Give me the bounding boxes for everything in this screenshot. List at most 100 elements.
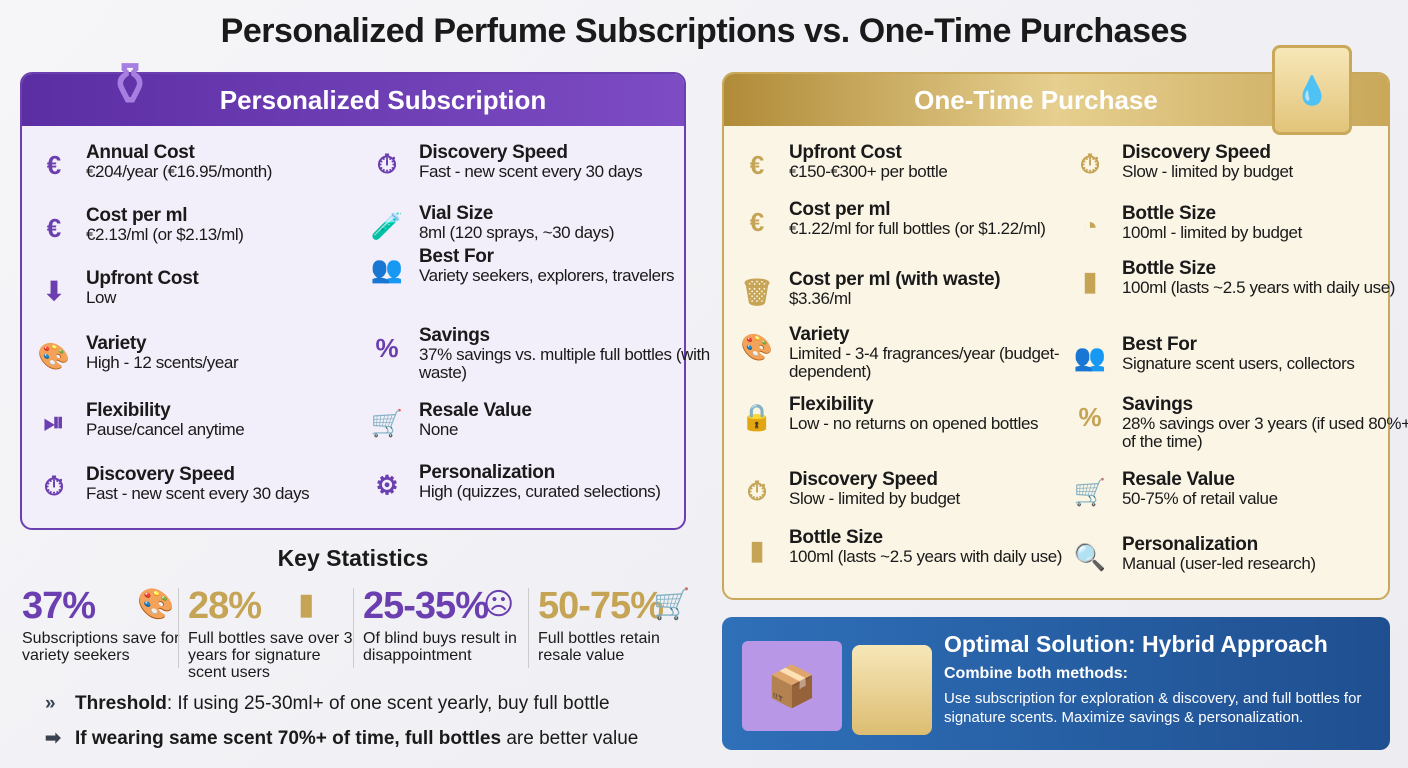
item-title: Best For bbox=[1122, 334, 1197, 355]
item-title: Personalization bbox=[1122, 534, 1258, 555]
item-title: Savings bbox=[419, 325, 490, 346]
item-desc: 100ml - limited by budget bbox=[1122, 223, 1302, 242]
comparison-item: € Annual Cost €204/year (€16.95/month) bbox=[47, 143, 386, 181]
stopwatch-calendar-icon: ⏱ bbox=[376, 149, 398, 179]
item-desc: €204/year (€16.95/month) bbox=[86, 162, 273, 181]
perfume-bottle-icon: 💧 bbox=[1272, 45, 1352, 135]
stat-label: Full bottles retain resale value bbox=[538, 630, 660, 664]
comparison-item: ⬇ Upfront Cost Low bbox=[43, 268, 386, 307]
item-desc: Limited - 3-4 fragrances/year (budget-de… bbox=[789, 344, 1060, 381]
cart-dollar-icon: 🛒 bbox=[653, 588, 691, 621]
item-desc: Pause/cancel anytime bbox=[86, 420, 245, 439]
item-desc: €150-€300+ per bottle bbox=[789, 162, 948, 181]
item-desc: 100ml (lasts ~2.5 years with daily use) bbox=[789, 547, 1063, 566]
stat-item: 28% ▮ Full bottles save over 3 years for s… bbox=[188, 585, 353, 681]
threshold-label: Threshold bbox=[75, 693, 167, 714]
stat-item: 50-75% 🛒 Full bottles retain resale value bbox=[538, 585, 691, 664]
bottle-icon: ▮ bbox=[298, 588, 315, 621]
perfume-atomizer-icon: ⚱ bbox=[104, 51, 156, 118]
stat-label: Full bottles save over 3 years for signa… bbox=[188, 630, 353, 681]
hybrid-text: Use subscription for exploration & disco… bbox=[944, 690, 1362, 726]
stat-label: Of blind buys result in disappointment bbox=[363, 630, 517, 664]
key-statistics-heading: Key Statistics bbox=[277, 545, 429, 571]
item-desc: Fast - new scent every 30 days bbox=[86, 484, 310, 503]
item-title: Discovery Speed bbox=[789, 469, 938, 490]
comparison-item: 🗑 Cost per ml (with waste) $3.36/ml bbox=[740, 270, 1089, 308]
percent-badge-icon: % bbox=[375, 332, 399, 363]
item-title: Discovery Speed bbox=[1122, 142, 1271, 163]
comparison-item: 🧪 Vial Size 8ml (120 sprays, ~30 days) bbox=[371, 203, 719, 242]
item-title: Bottle Size bbox=[1122, 203, 1216, 224]
wearing-label: If wearing same scent 70%+ of time, full… bbox=[75, 728, 502, 749]
comparison-item: 🔒 Flexibility Low - no returns on opened b… bbox=[741, 395, 1089, 433]
item-title: Vial Size bbox=[419, 203, 494, 224]
item-title: Variety bbox=[86, 333, 147, 354]
comparison-item: 🎨 Variety Limited - 3-4 fragrances/year (b… bbox=[741, 324, 1089, 381]
item-desc: Low - no returns on opened bottles bbox=[789, 414, 1039, 433]
hybrid-title: Optimal Solution: Hybrid Approach bbox=[944, 631, 1328, 657]
gift-box-icon: 📦 bbox=[742, 641, 842, 731]
comparison-item: € Cost per ml €2.13/ml (or $2.13/ml) bbox=[47, 205, 386, 244]
item-desc: High - 12 scents/year bbox=[86, 353, 239, 372]
item-desc: 50-75% of retail value bbox=[1122, 489, 1278, 508]
item-title: Flexibility bbox=[86, 400, 171, 421]
comparison-item: € Cost per ml €1.22/ml for full bottles (o… bbox=[750, 199, 1089, 238]
drop-euro-icon: € bbox=[749, 206, 765, 237]
comparison-item: ▮ Bottle Size 100ml (lasts ~2.5 years with… bbox=[750, 527, 1089, 566]
comparison-item: ⏱ Discovery Speed Fast - new scent every 3… bbox=[44, 464, 386, 503]
comparison-item: 🛒 Resale Value 50-75% of retail value bbox=[1074, 470, 1408, 508]
threshold-text: : If using 25-30ml+ of one scent yearly,… bbox=[166, 693, 610, 714]
user-search-icon: 🔍 bbox=[1073, 541, 1107, 572]
item-desc: €1.22/ml for full bottles (or $1.22/ml) bbox=[789, 219, 1046, 238]
down-arrow-euro-icon: ⬇ bbox=[43, 275, 65, 306]
palette-icon: 🎨 bbox=[37, 340, 71, 371]
item-desc: Fast - new scent every 30 days bbox=[419, 162, 643, 181]
perfume-bottle-icon bbox=[852, 645, 932, 735]
item-title: Best For bbox=[419, 246, 494, 267]
comparison-item: ◔ Bottle Size 100ml - limited by budget bbox=[1082, 203, 1408, 242]
palette-icon: 🎨 bbox=[137, 588, 175, 621]
drop-euro-icon: € bbox=[46, 212, 62, 243]
comparison-item: 👥 Best For Signature scent users, collecto… bbox=[1074, 334, 1408, 373]
bottle-icon: ▮ bbox=[749, 534, 765, 565]
comparison-item: ⏯ Flexibility Pause/cancel anytime bbox=[44, 400, 386, 439]
comparison-item: 🛒 Resale Value None bbox=[371, 401, 719, 439]
bottle-icon: ▮ bbox=[1082, 265, 1098, 296]
comparison-item: ▮ Bottle Size 100ml (lasts ~2.5 years with… bbox=[1083, 259, 1408, 297]
comparison-item: ⏱ Discovery Speed Slow - limited by budget bbox=[1080, 142, 1408, 181]
stat-value: 37% bbox=[22, 585, 96, 627]
wearing-note: ➡ If wearing same scent 70%+ of time, ful… bbox=[45, 727, 638, 750]
comparison-item: % Savings 37% savings vs. multiple full bo… bbox=[375, 325, 719, 382]
item-desc: €2.13/ml (or $2.13/ml) bbox=[86, 225, 244, 244]
palette-icon: 🎨 bbox=[740, 331, 774, 362]
stopwatch-icon: ⏱ bbox=[746, 476, 768, 506]
item-desc: Slow - limited by budget bbox=[1122, 162, 1293, 181]
stat-value: 50-75% bbox=[538, 585, 664, 627]
item-desc: 37% savings vs. multiple full bottles (w… bbox=[419, 345, 710, 382]
comparison-item: ⏱ Discovery Speed Fast - new scent every 3… bbox=[377, 143, 719, 181]
user-gear-icon: ⚙ bbox=[375, 469, 399, 500]
item-title: Variety bbox=[789, 324, 850, 345]
item-title: Upfront Cost bbox=[86, 268, 199, 289]
people-icon: 👥 bbox=[370, 253, 404, 284]
comparison-item: 🎨 Variety High - 12 scents/year bbox=[38, 333, 386, 372]
item-desc: Manual (user-led research) bbox=[1122, 554, 1316, 573]
item-title: Cost per ml bbox=[86, 205, 188, 226]
stopwatch-calendar-icon: ⏱ bbox=[43, 471, 65, 501]
stat-label: Subscriptions save for variety seekers bbox=[22, 630, 180, 664]
item-title: Cost per ml bbox=[789, 199, 891, 220]
item-title: Discovery Speed bbox=[86, 464, 235, 485]
lock-icon: 🔒 bbox=[740, 401, 774, 432]
stopwatch-icon: ⏱ bbox=[1079, 149, 1101, 179]
drop-trash-icon: 🗑 bbox=[740, 276, 774, 307]
item-title: Personalization bbox=[419, 462, 555, 483]
people-icon: 👥 bbox=[1073, 341, 1107, 372]
stat-item: 25-35% ☹ Of blind buys result in disappoin… bbox=[363, 585, 523, 664]
wearing-text: are better value bbox=[501, 728, 639, 749]
comparison-item: € Upfront Cost €150-€300+ per bottle bbox=[750, 143, 1089, 181]
stat-divider bbox=[353, 588, 354, 668]
item-desc: Low bbox=[86, 288, 116, 307]
stat-item: 37% 🎨 Subscriptions save for variety seeke… bbox=[22, 585, 182, 664]
money-bag-icon: € bbox=[749, 149, 765, 180]
item-title: Bottle Size bbox=[789, 527, 883, 548]
